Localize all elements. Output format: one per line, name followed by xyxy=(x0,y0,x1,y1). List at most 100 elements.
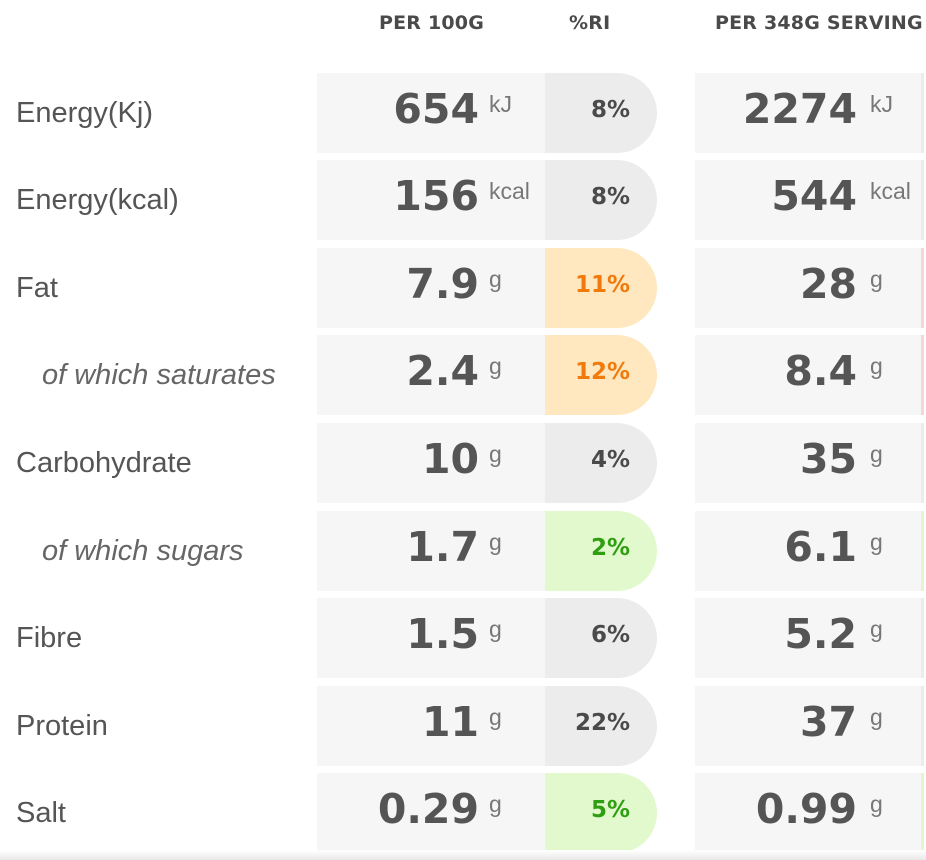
ri-value: 12% xyxy=(574,359,630,385)
nutrient-label: of which sugars xyxy=(42,535,244,567)
ri-value: 5% xyxy=(590,797,630,823)
per-100g-cell: 0.29 g xyxy=(317,773,545,853)
per-serving-cell: 544 kcal xyxy=(695,160,921,240)
per-100g-value: 0.29 xyxy=(377,785,479,833)
ri-value: 8% xyxy=(590,97,630,123)
per-100g-unit: g xyxy=(489,529,502,555)
nutrient-row-protein: Protein 11 g 37 g 22% xyxy=(0,686,926,766)
per-serving-value: 544 xyxy=(771,172,857,220)
per-100g-unit: kJ xyxy=(489,91,512,117)
serving-indicator-edge xyxy=(921,248,924,328)
ri-value: 6% xyxy=(590,622,630,648)
per-100g-value: 1.7 xyxy=(406,523,479,571)
ri-badge: 4% xyxy=(545,423,657,503)
per-100g-unit: g xyxy=(489,616,502,642)
per-serving-unit: kcal xyxy=(870,178,911,204)
nutrient-row-fat: Fat 7.9 g 28 g 11% xyxy=(0,248,926,328)
serving-indicator-edge xyxy=(921,773,924,853)
per-serving-unit: g xyxy=(870,791,883,817)
column-header-ri: %RI xyxy=(569,12,611,34)
per-serving-value: 37 xyxy=(799,698,857,746)
per-serving-cell: 37 g xyxy=(695,686,921,766)
serving-indicator-edge xyxy=(921,686,924,766)
per-100g-cell: 156 kcal xyxy=(317,160,545,240)
ri-badge: 22% xyxy=(545,686,657,766)
per-100g-unit: g xyxy=(489,441,502,467)
per-serving-cell: 6.1 g xyxy=(695,511,921,591)
nutrient-label: of which saturates xyxy=(42,359,276,391)
ri-badge: 12% xyxy=(545,335,657,415)
per-100g-value: 654 xyxy=(393,85,479,133)
per-serving-unit: g xyxy=(870,704,883,730)
per-serving-cell: 28 g xyxy=(695,248,921,328)
per-100g-unit: kcal xyxy=(489,178,530,204)
nutrient-row-salt: Salt 0.29 g 0.99 g 5% xyxy=(0,773,926,853)
serving-indicator-edge xyxy=(921,335,924,415)
per-serving-unit: kJ xyxy=(870,91,893,117)
nutrient-label: Salt xyxy=(16,797,66,829)
per-100g-value: 7.9 xyxy=(406,260,479,308)
ri-value: 22% xyxy=(574,710,630,736)
ri-value: 8% xyxy=(590,184,630,210)
per-serving-unit: g xyxy=(870,266,883,292)
per-serving-unit: g xyxy=(870,529,883,555)
per-100g-unit: g xyxy=(489,704,502,730)
per-serving-cell: 2274 kJ xyxy=(695,73,921,153)
per-100g-unit: g xyxy=(489,266,502,292)
ri-badge: 8% xyxy=(545,160,657,240)
ri-badge: 11% xyxy=(545,248,657,328)
per-100g-value: 2.4 xyxy=(406,347,479,395)
per-serving-cell: 8.4 g xyxy=(695,335,921,415)
per-serving-unit: g xyxy=(870,353,883,379)
nutrient-label: Fibre xyxy=(16,622,83,654)
nutrient-row-fibre: Fibre 1.5 g 5.2 g 6% xyxy=(0,598,926,678)
ri-value: 11% xyxy=(574,272,630,298)
ri-badge: 5% xyxy=(545,773,657,853)
nutrient-row-energy-kcal: Energy(kcal) 156 kcal 544 kcal 8% xyxy=(0,160,926,240)
per-serving-value: 6.1 xyxy=(784,523,857,571)
ri-badge: 2% xyxy=(545,511,657,591)
per-serving-cell: 0.99 g xyxy=(695,773,921,853)
serving-indicator-edge xyxy=(921,160,924,240)
per-serving-value: 5.2 xyxy=(784,610,857,658)
per-100g-value: 10 xyxy=(421,435,479,483)
ri-badge: 6% xyxy=(545,598,657,678)
serving-indicator-edge xyxy=(921,423,924,503)
nutrient-label: Energy(Kj) xyxy=(16,97,153,129)
per-serving-value: 0.99 xyxy=(755,785,857,833)
per-100g-cell: 654 kJ xyxy=(317,73,545,153)
per-serving-unit: g xyxy=(870,441,883,467)
column-header-per-serving: PER 348G SERVING xyxy=(715,12,923,34)
nutrient-label: Fat xyxy=(16,272,58,304)
per-100g-cell: 11 g xyxy=(317,686,545,766)
ri-value: 2% xyxy=(590,535,630,561)
serving-indicator-edge xyxy=(921,598,924,678)
serving-indicator-edge xyxy=(921,73,924,153)
per-100g-cell: 2.4 g xyxy=(317,335,545,415)
nutrient-row-sugars: of which sugars 1.7 g 6.1 g 2% xyxy=(0,511,926,591)
nutrient-label: Carbohydrate xyxy=(16,447,192,479)
per-100g-cell: 1.7 g xyxy=(317,511,545,591)
per-serving-value: 2274 xyxy=(742,85,857,133)
per-serving-cell: 5.2 g xyxy=(695,598,921,678)
per-100g-cell: 10 g xyxy=(317,423,545,503)
per-100g-value: 11 xyxy=(421,698,479,746)
nutrient-label: Protein xyxy=(16,710,108,742)
per-100g-unit: g xyxy=(489,791,502,817)
nutrient-row-energy-kj: Energy(Kj) 654 kJ 2274 kJ 8% xyxy=(0,73,926,153)
ri-badge: 8% xyxy=(545,73,657,153)
column-header-per-100g: PER 100G xyxy=(379,12,485,34)
ri-value: 4% xyxy=(590,447,630,473)
nutrient-row-carbohydrate: Carbohydrate 10 g 35 g 4% xyxy=(0,423,926,503)
per-100g-cell: 1.5 g xyxy=(317,598,545,678)
per-100g-cell: 7.9 g xyxy=(317,248,545,328)
nutrient-label: Energy(kcal) xyxy=(16,184,179,216)
per-serving-value: 35 xyxy=(799,435,857,483)
per-100g-value: 156 xyxy=(393,172,479,220)
per-100g-unit: g xyxy=(489,353,502,379)
per-100g-value: 1.5 xyxy=(406,610,479,658)
per-serving-unit: g xyxy=(870,616,883,642)
per-serving-value: 28 xyxy=(799,260,857,308)
bottom-shadow xyxy=(0,850,926,860)
